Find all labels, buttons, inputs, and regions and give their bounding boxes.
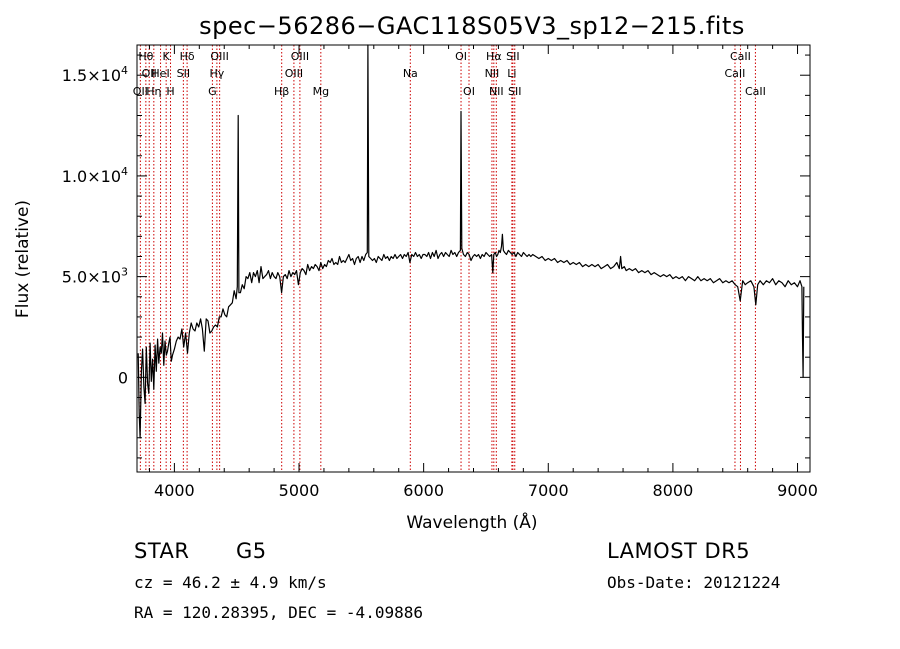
object-class: STAR (134, 539, 190, 563)
line-label: OIII (210, 50, 228, 63)
x-tick-label: 7000 (528, 481, 569, 500)
x-tick-label: 9000 (777, 481, 818, 500)
line-label: Li (507, 67, 516, 80)
line-label: Hθ (138, 50, 153, 63)
y-tick-label: 1.0×104 (62, 165, 128, 186)
line-label: SII (506, 50, 519, 63)
coordinates: RA = 120.28395, DEC = -4.09886 (134, 603, 423, 622)
line-label: Hδ (180, 50, 195, 63)
line-label: OIII (291, 50, 309, 63)
x-tick-label: 8000 (653, 481, 694, 500)
line-label: Na (403, 67, 418, 80)
spectrum-line (137, 44, 805, 439)
y-tick-label: 0 (118, 368, 128, 387)
line-label: Hα (486, 50, 502, 63)
spectral-line-labels: OIIHθOIIHηHeIKHSIIHδGHγOIIIHβOIIIOIIIMgN… (133, 50, 766, 98)
line-label: HeI (151, 67, 169, 80)
line-label: K (163, 50, 171, 63)
x-tick-label: 5000 (279, 481, 320, 500)
line-label: SII (177, 67, 190, 80)
line-label: G (208, 85, 217, 98)
y-axis-ticks: 0 5.0×103 1.0×104 1.5×104 (62, 54, 810, 459)
line-label: Hγ (209, 67, 224, 80)
line-label: NII (485, 67, 500, 80)
line-label: Mg (313, 85, 329, 98)
line-label: OI (455, 50, 467, 63)
x-axis-ticks: 4000 5000 6000 7000 8000 9000 (148, 45, 818, 500)
x-axis-label: Wavelength (Å) (406, 511, 537, 533)
line-label: OIII (285, 67, 303, 80)
chart-title: spec−56286−GAC118S05V3_sp12−215.fits (199, 12, 745, 40)
line-label: Hβ (274, 85, 289, 98)
x-tick-label: 6000 (403, 481, 444, 500)
y-axis-label: Flux (relative) (13, 200, 33, 318)
obs-date: Obs-Date: 20121224 (607, 573, 781, 592)
y-tick-label: 1.5×104 (62, 64, 128, 85)
line-label: SII (508, 85, 521, 98)
x-tick-label: 4000 (154, 481, 195, 500)
survey-name: LAMOST DR5 (607, 539, 751, 563)
line-label: CaII (745, 85, 766, 98)
object-subclass: G5 (236, 539, 267, 563)
line-label: OII (142, 67, 157, 80)
y-tick-label: 5.0×103 (62, 266, 128, 287)
spectral-line-markers (139, 45, 756, 472)
line-label: OI (463, 85, 475, 98)
line-label: CaII (730, 50, 751, 63)
line-label: Hη (146, 85, 161, 98)
line-label: H (166, 85, 174, 98)
redshift-cz: cz = 46.2 ± 4.9 km/s (134, 573, 327, 592)
line-label: NII (489, 85, 504, 98)
line-label: CaII (725, 67, 746, 80)
